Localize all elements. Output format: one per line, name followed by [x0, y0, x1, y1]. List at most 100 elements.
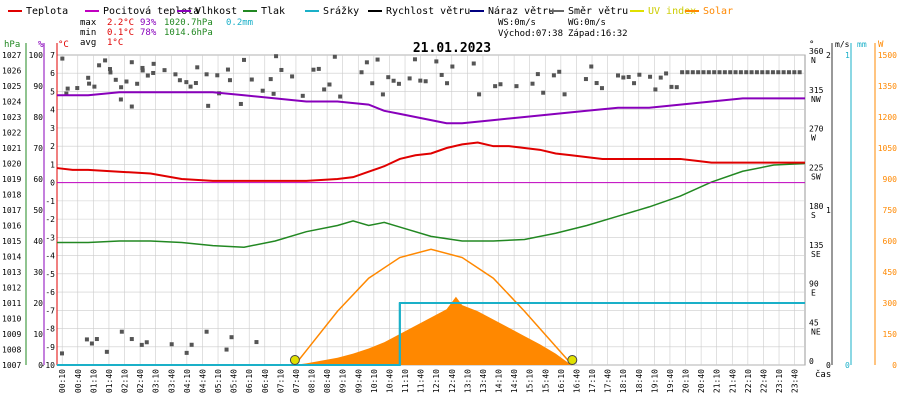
plot-area — [56, 54, 806, 366]
wind-direction-point — [530, 81, 535, 86]
solar-tick: 1350 — [878, 82, 897, 91]
chart-title: 21.01.2023 — [413, 41, 491, 56]
humidity-tick: 30 — [33, 268, 43, 277]
humidity-tick: 100 — [29, 51, 44, 60]
solar-tick: 900 — [883, 175, 898, 184]
wind-direction-point — [162, 68, 167, 73]
solar-tick: 1500 — [878, 51, 897, 60]
axis-title-temperature: °C — [58, 40, 69, 50]
wind-direction-point — [477, 92, 482, 97]
wind-direction-point — [300, 93, 305, 98]
wind-direction-tick: 225 — [809, 163, 824, 172]
humidity-tick: 10 — [33, 330, 43, 339]
x-tick-label: 11:10 — [401, 369, 410, 393]
wind-direction-point — [193, 81, 198, 86]
rain-tick: 1 — [845, 51, 850, 60]
wind-direction-point — [224, 347, 229, 352]
wind-direction-point — [786, 70, 791, 75]
temperature-tick: -6 — [45, 288, 55, 297]
x-tick-label: 01:10 — [89, 369, 98, 393]
solar-tick: 300 — [883, 299, 898, 308]
temperature-tick: 7 — [50, 51, 55, 60]
wind-direction-point — [274, 54, 279, 59]
wind-direction-point — [184, 350, 189, 355]
stat-humidity: 78% — [140, 28, 157, 38]
wind-direction-point — [396, 81, 401, 86]
legend-label: Rychlost větru — [386, 5, 470, 17]
solar-area — [293, 296, 572, 365]
x-tick-label: 10:40 — [385, 369, 394, 393]
wind-direction-name: SW — [811, 172, 821, 181]
wind-direction-point — [733, 70, 738, 75]
wind-direction-point — [599, 86, 604, 91]
wind-direction-point — [717, 70, 722, 75]
wind-direction-point — [322, 87, 327, 92]
pressure-tick: 1024 — [2, 98, 21, 107]
temperature-tick: 1 — [50, 160, 55, 169]
rain-tick: 0 — [845, 361, 850, 370]
wind-direction-point — [86, 75, 91, 80]
solar-tick: 600 — [883, 237, 898, 246]
pressure-tick: 1015 — [2, 237, 21, 246]
wind-direction-point — [327, 82, 332, 87]
legend-label: UV index — [648, 6, 696, 17]
wind-direction-point — [135, 81, 140, 86]
wind-direction-point — [151, 61, 156, 66]
x-tick-label: 14:40 — [510, 369, 519, 393]
wind-direction-point — [423, 79, 428, 84]
pressure-tick: 1027 — [2, 51, 21, 60]
wind-direction-point — [65, 86, 70, 91]
x-tick-label: 07:40 — [292, 369, 301, 393]
stat-sunrise: Východ:07:38 — [498, 29, 563, 39]
wind-direction-point — [706, 70, 711, 75]
wind-direction-name: N — [811, 56, 816, 65]
wind-direction-point — [391, 78, 396, 83]
stat-label: max — [80, 18, 97, 28]
wind-direction-point — [227, 78, 232, 83]
stat-wind-gust: WG:0m/s — [568, 18, 606, 28]
wind-direction-point — [94, 337, 99, 342]
pressure-tick: 1023 — [2, 113, 21, 122]
wind-direction-point — [712, 70, 717, 75]
wind-direction-point — [311, 67, 316, 72]
wind-direction-point — [188, 84, 193, 89]
pressure-tick: 1021 — [2, 144, 21, 153]
x-tick-label: 10:10 — [370, 369, 379, 393]
wind-direction-point — [770, 70, 775, 75]
wind-direction-point — [445, 81, 450, 86]
axis-title-solar: W — [878, 40, 884, 50]
temperature-tick: -3 — [45, 233, 55, 242]
x-tick-label: 19:40 — [666, 369, 675, 393]
solar-tick: 150 — [883, 330, 898, 339]
wind-direction-name: E — [811, 289, 816, 298]
x-tick-label: 01:40 — [105, 369, 114, 393]
wind-direction-point — [215, 73, 220, 78]
humidity-tick: 70 — [33, 144, 43, 153]
wind-direction-point — [119, 329, 124, 334]
humidity-tick: 40 — [33, 237, 43, 246]
wind-direction-point — [87, 81, 92, 86]
wind-direction-point — [407, 76, 412, 81]
wind-direction-name: NW — [811, 95, 821, 104]
wind-direction-point — [658, 75, 663, 80]
temperature-line — [56, 141, 805, 182]
pressure-tick: 1020 — [2, 160, 21, 169]
wind-direction-tick: 45 — [809, 318, 819, 327]
wind-direction-point — [229, 335, 234, 340]
wind-direction-point — [206, 103, 211, 108]
wind-direction-point — [632, 81, 637, 86]
wind-direction-point — [113, 77, 118, 82]
wind-direction-point — [728, 70, 733, 75]
wind-direction-tick: 0 — [809, 357, 814, 366]
x-tick-label: 00:10 — [58, 369, 67, 393]
x-tick-label: 15:10 — [526, 369, 535, 393]
x-tick-label: 16:10 — [557, 369, 566, 393]
wind-direction-point — [204, 329, 209, 334]
wind-direction-point — [118, 97, 123, 102]
wind-direction-point — [696, 70, 701, 75]
wind-direction-point — [359, 70, 364, 75]
wind-direction-point — [439, 72, 444, 77]
stat-wind-speed: WS:0m/s — [498, 18, 536, 28]
wind-direction-point — [551, 73, 556, 78]
